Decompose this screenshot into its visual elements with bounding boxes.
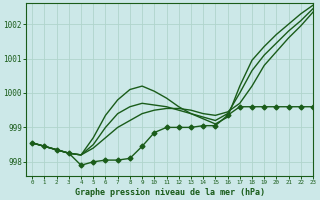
X-axis label: Graphe pression niveau de la mer (hPa): Graphe pression niveau de la mer (hPa) xyxy=(75,188,265,197)
